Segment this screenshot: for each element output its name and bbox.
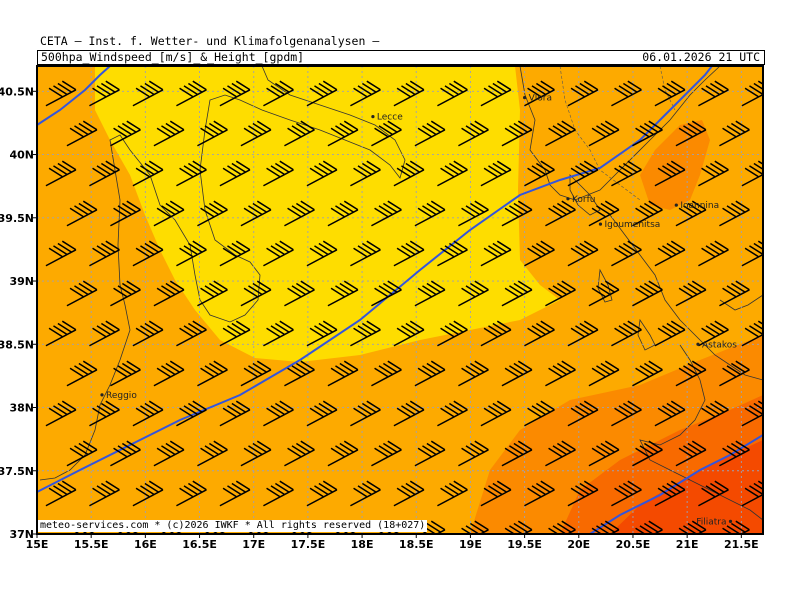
y-tick-label: 38N [9, 402, 34, 415]
place-marker [728, 519, 733, 523]
y-tick-label: 40N [9, 149, 34, 162]
windspeed-band-deep-ioannina [640, 120, 710, 210]
place-marker [598, 222, 603, 226]
x-tick-label: 15E [26, 538, 49, 551]
copyright-credit: meteo-services.com * (c)2026 IWKF * All … [38, 520, 428, 532]
place-label: Astakos [702, 340, 737, 350]
x-tick-label: 18.5E [399, 538, 434, 551]
place-marker [100, 393, 104, 397]
place-marker [371, 114, 375, 119]
map-frame [36, 65, 764, 535]
y-tick-label: 38.5N [0, 338, 34, 351]
x-tick-label: 16.5E [182, 538, 217, 551]
y-tick-label: 37N [9, 528, 34, 541]
x-tick-label: 21.5E [724, 538, 759, 551]
place-label: Igoumenitsa [604, 220, 660, 230]
y-tick-label: 39N [9, 275, 34, 288]
windspeed-band-light [95, 66, 560, 362]
place-label: Lecce [377, 113, 403, 123]
place-labels: Lecce Vlora Korfu Ioannina Igoumenitsa Astako… [100, 94, 737, 527]
height-contour-1 [37, 66, 111, 126]
place-marker [674, 203, 678, 207]
axis-ticks [33, 90, 742, 538]
valid-time: 06.01.2026 21 UTC [642, 50, 760, 64]
x-tick-label: 18E [351, 538, 374, 551]
place-label: Ioannina [680, 201, 719, 211]
x-tick-label: 16E [134, 538, 157, 551]
x-tick-label: 19E [459, 538, 482, 551]
y-tick-label: 39.5N [0, 212, 34, 225]
lat-lon-grid [37, 66, 763, 534]
borders [559, 66, 676, 201]
y-tick-label: 40.5N [0, 85, 34, 98]
place-marker [696, 342, 700, 346]
x-tick-label: 21E [676, 538, 699, 551]
place-label: Vlora [529, 94, 552, 104]
x-tick-label: 20E [567, 538, 590, 551]
product-title: CETA — Inst. f. Wetter- und Klimafolgena… [40, 34, 380, 48]
place-label: Filiatra [696, 517, 726, 527]
variable-label: 500hpa_Windspeed_[m/s]_&_Height_[gpdm] [41, 50, 305, 64]
place-label: Reggio [106, 391, 137, 401]
axis-labels: 15E 15.5E 16E 16.5E 17E 17.5E 18E 18.5E 19E 19.5E… [0, 85, 759, 551]
place-marker [523, 96, 527, 100]
coastlines [39, 66, 763, 521]
x-tick-label: 19.5E [507, 538, 542, 551]
map-area [37, 66, 763, 534]
x-tick-label: 20.5E [616, 538, 651, 551]
place-label: Korfu [572, 195, 596, 205]
x-tick-label: 17E [242, 538, 265, 551]
height-contour-2 [37, 66, 713, 493]
y-tick-label: 37.5N [0, 465, 34, 478]
x-tick-label: 15.5E [74, 538, 109, 551]
place-marker [566, 197, 570, 201]
x-tick-label: 17.5E [291, 538, 326, 551]
product-header-bar: 500hpa_Windspeed_[m/s]_&_Height_[gpdm] 0… [37, 50, 765, 65]
